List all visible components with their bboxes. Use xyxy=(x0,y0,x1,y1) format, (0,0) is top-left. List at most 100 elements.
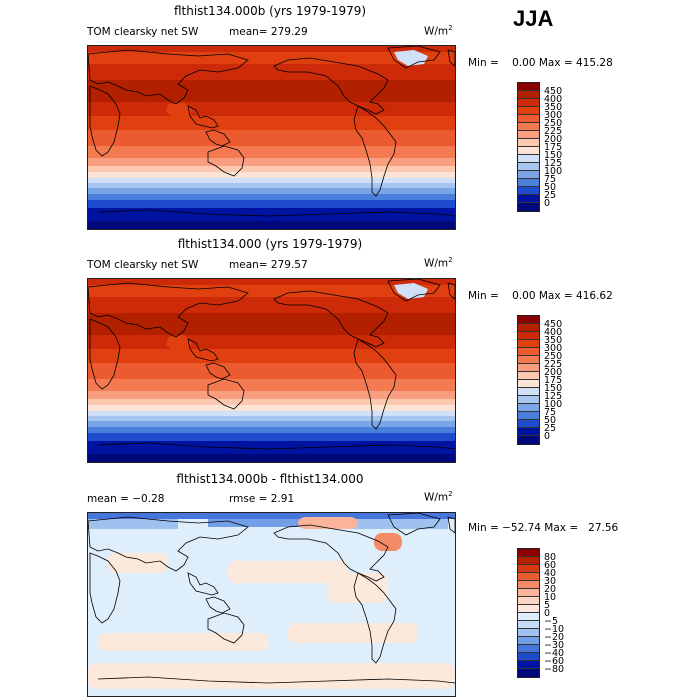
colorbar-tick-label: 450 xyxy=(544,319,563,330)
coastline xyxy=(97,676,455,684)
colorbar-swatch xyxy=(518,147,539,155)
colorbar-tick-label: 400 xyxy=(544,327,563,338)
season-label: JJA xyxy=(513,6,554,31)
panel-1-map xyxy=(87,45,456,230)
colorbar-swatch xyxy=(518,436,539,444)
colorbar-swatch xyxy=(518,396,539,404)
map-contour-band xyxy=(88,200,455,208)
panel-1-map-svg xyxy=(88,46,455,229)
coastline xyxy=(207,612,245,644)
colorbar-tick-label: 80 xyxy=(544,552,557,563)
coastline xyxy=(447,282,455,300)
colorbar-tick-label: 250 xyxy=(544,118,563,129)
colorbar-tick-label: 100 xyxy=(544,166,563,177)
map-contour-band xyxy=(88,183,455,188)
colorbar-tick-label: 100 xyxy=(544,399,563,410)
coastline xyxy=(273,57,389,115)
colorbar-swatch xyxy=(518,661,539,669)
map-contour-band xyxy=(88,433,455,441)
colorbar-swatch xyxy=(518,171,539,179)
colorbar-swatch xyxy=(518,163,539,171)
colorbar-tick-label: 150 xyxy=(544,383,563,394)
map-contour-band xyxy=(88,454,455,462)
coastline xyxy=(447,516,455,534)
colorbar-swatch xyxy=(518,388,539,396)
panel-2-units: W/m2 xyxy=(424,256,453,270)
colorbar-tick-label: −5 xyxy=(544,616,559,627)
coastline xyxy=(207,145,245,177)
colorbar-tick-label: 400 xyxy=(544,94,563,105)
colorbar-swatch xyxy=(518,91,539,99)
map-contour-band xyxy=(88,421,455,427)
colorbar-swatch xyxy=(518,316,539,324)
coastline xyxy=(88,282,249,338)
colorbar-tick-label: −20 xyxy=(544,632,565,643)
colorbar-swatch xyxy=(518,653,539,661)
map-contour-band xyxy=(348,519,448,529)
map-contour-band xyxy=(88,102,455,116)
coastline xyxy=(89,85,121,157)
coastline xyxy=(387,46,441,69)
colorbar-tick-label: 200 xyxy=(544,134,563,145)
colorbar-swatch xyxy=(518,372,539,380)
map-contour-band xyxy=(88,116,455,130)
map-contour-band xyxy=(88,513,455,519)
colorbar-tick-label: 50 xyxy=(544,182,557,193)
map-contour-band xyxy=(88,379,455,391)
colorbar-swatch xyxy=(518,549,539,557)
panel-2-map xyxy=(87,278,456,463)
colorbar-swatch xyxy=(518,364,539,372)
panel-1-min-max: Min = 0.00 Max = 415.28 xyxy=(468,57,613,69)
map-contour-band xyxy=(374,533,402,551)
panel-1-title: flthist134.000b (yrs 1979-1979) xyxy=(173,4,367,18)
colorbar-swatch xyxy=(518,645,539,653)
map-contour-band xyxy=(88,46,455,52)
panel-3-units: W/m2 xyxy=(424,490,453,504)
coastline xyxy=(88,516,249,572)
colorbar-swatch xyxy=(518,412,539,420)
coastline xyxy=(89,318,121,390)
colorbar-swatch xyxy=(518,669,539,677)
map-contour-band xyxy=(88,178,455,183)
colorbar-tick-label: −10 xyxy=(544,624,565,635)
map-contour-band xyxy=(228,561,348,583)
colorbar-swatch xyxy=(518,380,539,388)
map-contour-band xyxy=(88,427,455,433)
map-contour-band xyxy=(88,519,178,529)
panel-2-colorbar xyxy=(517,315,540,445)
panel-3-map-svg xyxy=(88,513,455,696)
colorbar-swatch xyxy=(518,139,539,147)
panel-1-variable-label: TOM clearsky net SW xyxy=(87,26,199,38)
colorbar-swatch xyxy=(518,565,539,573)
colorbar-tick-label: −40 xyxy=(544,648,565,659)
colorbar-tick-label: 300 xyxy=(544,110,563,121)
colorbar-tick-label: −30 xyxy=(544,640,565,651)
panel-2-map-svg xyxy=(88,279,455,462)
colorbar-tick-label: 350 xyxy=(544,335,563,346)
colorbar-swatch xyxy=(518,155,539,163)
coastline xyxy=(447,49,455,67)
map-contour-band xyxy=(208,519,348,527)
colorbar-tick-label: 75 xyxy=(544,407,557,418)
map-contour-band xyxy=(98,633,268,651)
colorbar-tick-label: 20 xyxy=(544,584,557,595)
colorbar-tick-label: 0 xyxy=(544,431,551,442)
coastline xyxy=(273,524,389,582)
coastline xyxy=(89,552,121,624)
coastline xyxy=(187,572,219,596)
colorbar-swatch xyxy=(518,605,539,613)
map-contour-band xyxy=(166,102,192,118)
map-contour-band xyxy=(328,573,388,603)
colorbar-swatch xyxy=(518,83,539,91)
map-contour-band xyxy=(108,553,168,573)
map-contour-band xyxy=(88,405,455,411)
map-contour-band xyxy=(88,441,455,454)
colorbar-tick-label: 75 xyxy=(544,174,557,185)
panel-2-title: flthist134.000 (yrs 1979-1979) xyxy=(177,237,363,251)
colorbar-tick-label: 125 xyxy=(544,391,563,402)
colorbar-tick-label: 150 xyxy=(544,150,563,161)
colorbar-swatch xyxy=(518,340,539,348)
colorbar-swatch xyxy=(518,589,539,597)
colorbar-tick-label: 0 xyxy=(544,198,551,209)
map-contour-band xyxy=(88,130,455,146)
